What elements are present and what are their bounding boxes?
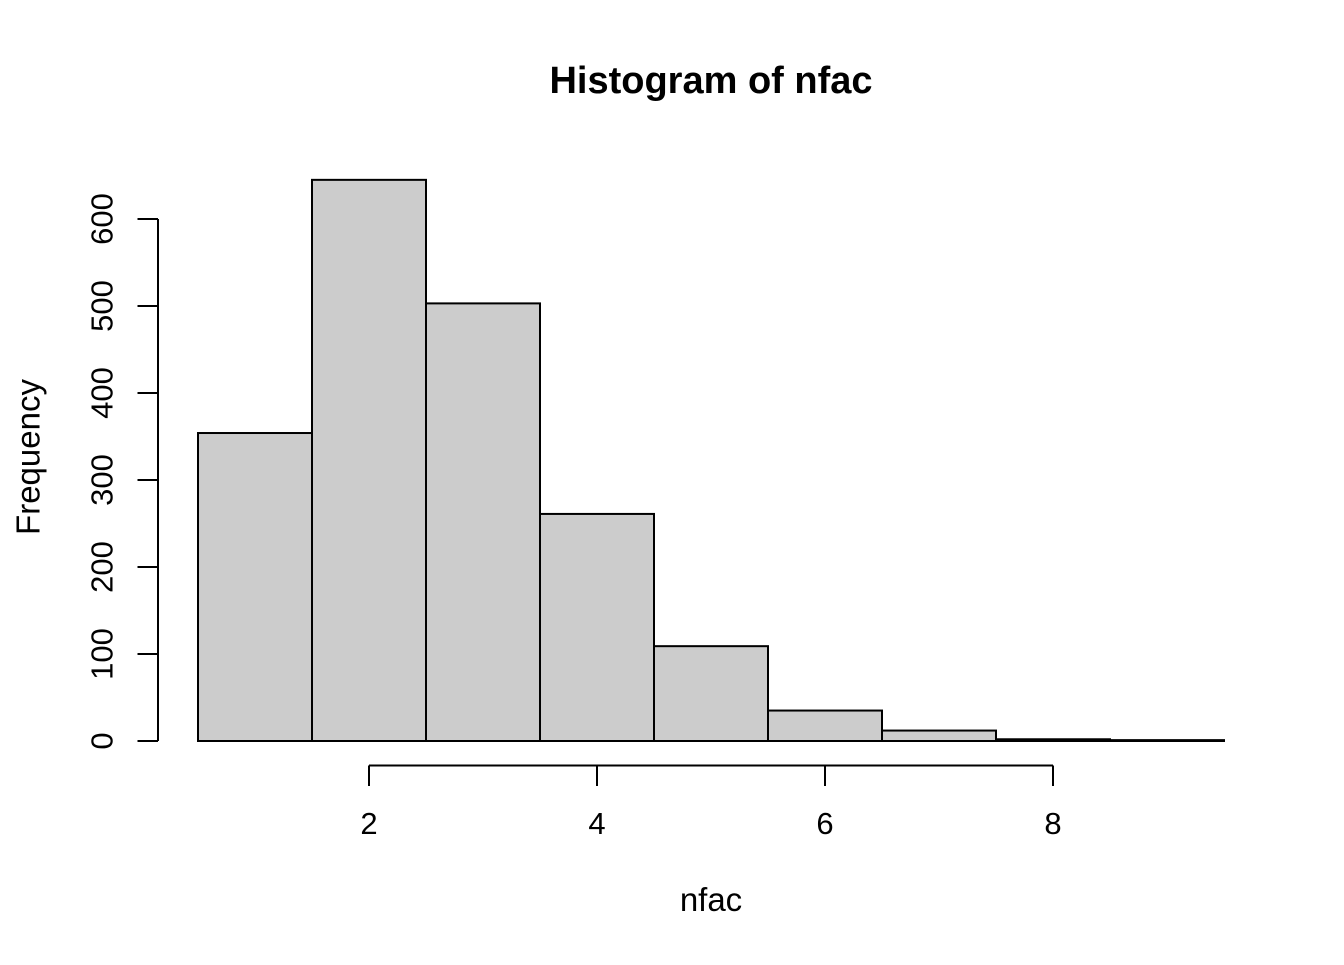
y-tick-label: 0 <box>85 732 120 749</box>
histogram-bar <box>539 512 655 742</box>
histogram-bar <box>767 709 883 742</box>
x-tick-label: 4 <box>588 806 605 841</box>
y-tick-label: 100 <box>85 628 120 680</box>
x-axis-label: nfac <box>680 881 742 918</box>
histogram-bar <box>197 432 313 742</box>
y-tick-label: 300 <box>85 454 120 506</box>
histogram-bars <box>197 178 1225 743</box>
y-tick-label: 600 <box>85 193 120 245</box>
histogram-bar <box>995 738 1111 743</box>
y-tick-label: 500 <box>85 280 120 332</box>
x-tick-label: 2 <box>360 806 377 841</box>
x-tick-label: 8 <box>1044 806 1061 841</box>
y-axis-label: Frequency <box>10 379 47 535</box>
chart-title: Histogram of nfac <box>549 60 872 102</box>
histogram-bar <box>425 302 541 742</box>
histogram-bar <box>1109 739 1225 743</box>
x-tick-label: 6 <box>816 806 833 841</box>
histogram-bar <box>311 178 427 743</box>
y-tick-label: 200 <box>85 541 120 593</box>
y-tick-label: 400 <box>85 367 120 419</box>
histogram-bar <box>881 729 997 742</box>
histogram-bar <box>653 645 769 742</box>
